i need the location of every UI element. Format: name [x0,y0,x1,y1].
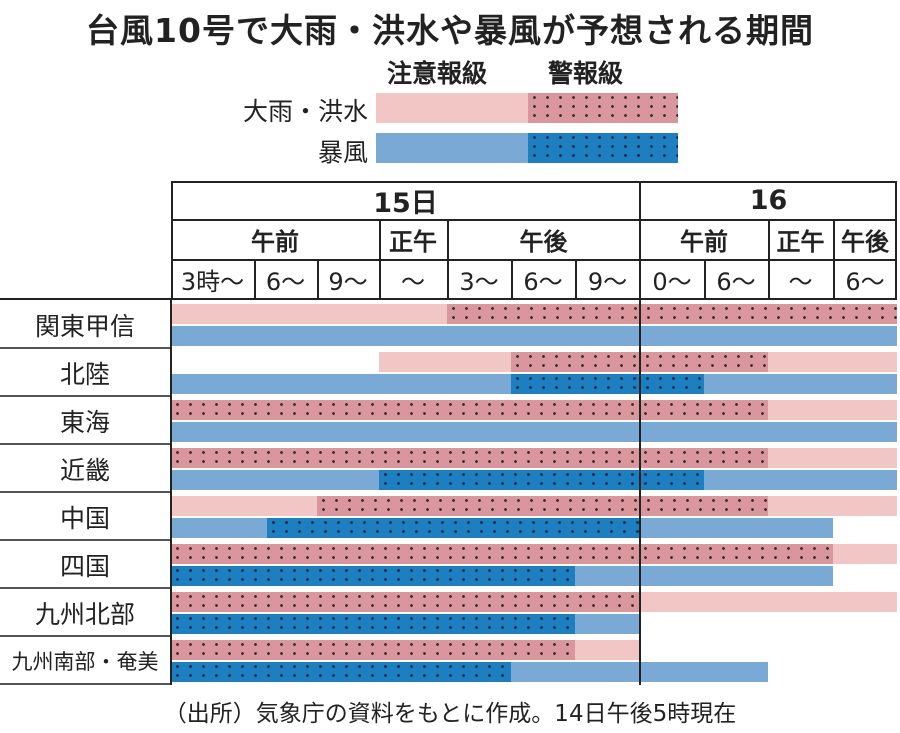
header-border [447,219,449,299]
slot-label: 6〜 [716,267,756,296]
row-divider [0,587,170,589]
header-border [704,259,706,299]
legend-advisory-header: 注意報級 [387,59,488,88]
wind-advisory-bar [171,422,897,442]
header-border [768,219,770,299]
slot-label: 9〜 [587,267,628,296]
wind-advisory-bar [575,566,833,586]
slot-label: 〜 [401,267,425,296]
legend-rain-advisory-swatch [376,93,528,123]
wind-warning-bar [171,614,575,634]
legend-wind-advisory-swatch [376,133,528,163]
wind-advisory-bar [171,374,511,394]
legend-wind-warning-swatch [528,133,678,163]
header-border [511,259,513,299]
rain-warning-bar [317,496,768,516]
rain-advisory-bar [768,496,897,516]
row-divider [0,539,170,541]
group-day1-am: 午前 [251,227,299,256]
day-divider-line [639,181,641,685]
wind-advisory-bar [171,470,379,490]
wind-warning-bar [379,470,704,490]
header-border [254,259,256,299]
rain-warning-bar [171,400,768,420]
header-border [379,219,381,299]
wind-advisory-bar [640,518,833,538]
rain-advisory-bar [640,592,897,612]
header-border [575,259,577,299]
wind-warning-bar [171,662,511,682]
rain-warning-bar [171,592,640,612]
rain-advisory-bar [171,496,317,516]
time-header: 15日 16 午前 正午 午後 午前 正午 午後 3時〜 6〜 9〜 〜 3〜 … [171,181,897,299]
region-label: 関東甲信 [34,312,135,341]
region-label: 近畿 [59,456,110,485]
header-border [171,259,897,261]
wind-advisory-bar [171,326,897,346]
rain-advisory-bar [768,448,897,468]
region-label: 四国 [59,552,110,581]
region-label: 東海 [59,408,110,437]
wind-advisory-bar [704,470,897,490]
row-divider [0,683,170,685]
group-day2-pm: 午後 [841,227,889,256]
slot-label: 〜 [788,267,813,296]
rain-advisory-bar [768,352,897,372]
legend-wind-label: 暴風 [317,138,368,167]
day-16-label: 16 [749,184,788,216]
row-divider [0,395,170,397]
group-day1-pm: 午後 [519,227,568,256]
rain-warning-bar [171,448,768,468]
header-border [171,219,897,221]
region-label: 北陸 [59,360,110,389]
rain-advisory-bar [171,304,447,324]
header-border [317,259,319,299]
slot-label: 6〜 [523,267,563,296]
legend-warning-header: 警報級 [548,59,624,88]
slot-label: 6〜 [265,267,306,296]
day-15-label: 15日 [373,187,438,219]
wind-advisory-bar [575,614,640,634]
row-divider [0,491,170,493]
slot-label: 0〜 [652,267,692,296]
group-day2-noon: 正午 [776,227,825,256]
source-note: （出所）気象庁の資料をもとに作成。14日午後5時現在 [163,701,737,727]
wind-warning-bar [171,566,575,586]
row-divider [0,443,170,445]
group-day1-noon: 正午 [389,227,437,256]
region-label: 九州南部・奄美 [11,650,159,674]
chart-title: 台風10号で大雨・洪水や暴風が予想される期間 [86,11,814,50]
rain-advisory-bar [379,352,511,372]
region-label: 九州北部 [34,600,135,629]
header-border [833,219,835,299]
wind-advisory-bar [171,518,267,538]
wind-warning-bar [511,374,704,394]
slot-label: 9〜 [328,267,368,296]
slot-label: 3〜 [459,267,499,296]
wind-advisory-bar [704,374,897,394]
group-day2-am: 午前 [680,227,728,256]
rain-warning-bar [447,304,897,324]
slot-label: 3時〜 [180,267,245,296]
rain-warning-bar [171,544,833,564]
label-column-border [170,298,172,685]
row-divider [0,347,170,349]
header-border [171,181,173,299]
grid-top-border [0,298,897,300]
header-border [171,181,897,183]
header-border [895,181,897,299]
row-divider [0,635,170,637]
rain-advisory-bar [768,400,897,420]
region-label: 中国 [59,504,110,533]
rain-advisory-bar [833,544,897,564]
legend-rain-warning-swatch [528,93,678,123]
rain-warning-bar [171,640,575,660]
rain-advisory-bar [575,640,640,660]
wind-warning-bar [266,518,640,538]
legend-rain-label: 大雨・洪水 [242,97,368,126]
slot-label: 6〜 [845,267,885,296]
